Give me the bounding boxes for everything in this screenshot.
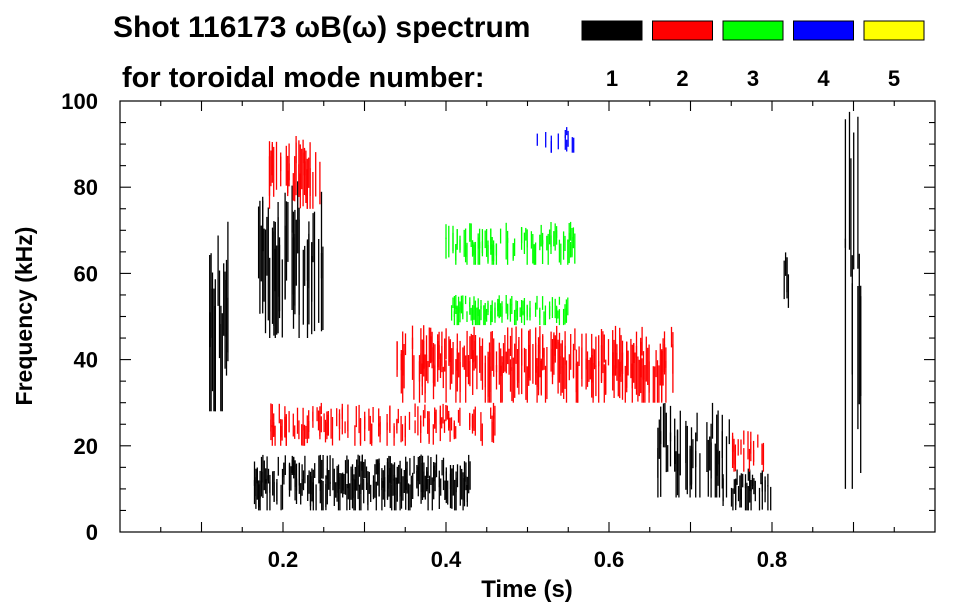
legend-swatch-mode-2 xyxy=(652,20,713,41)
series-mode-1 xyxy=(844,111,862,489)
series-mode-1 xyxy=(209,221,229,412)
y-tick-label: 40 xyxy=(74,348,98,373)
y-tick-label: 80 xyxy=(74,175,98,200)
legend-label-mode-4: 4 xyxy=(817,66,830,91)
legend-swatch-mode-3 xyxy=(722,20,784,41)
x-tick-label: 0.2 xyxy=(268,547,299,572)
series-mode-3 xyxy=(445,221,576,265)
chart-title-line1: Shot 116173 ωB(ω) spectrum xyxy=(113,11,530,44)
y-axis-label: Frequency (kHz) xyxy=(11,227,37,406)
legend-swatch-mode-5 xyxy=(863,20,925,41)
y-tick-label: 100 xyxy=(61,89,98,114)
y-tick-label: 0 xyxy=(86,520,98,545)
series-mode-1 xyxy=(657,402,730,498)
series-mode-1 xyxy=(253,454,471,511)
series-mode-1 xyxy=(783,252,790,308)
series-mode-2 xyxy=(270,402,496,446)
chart-title-line2: for toroidal mode number: xyxy=(122,62,485,94)
x-tick-label: 0.8 xyxy=(757,547,788,572)
y-tick-label: 20 xyxy=(74,434,98,459)
legend-label-mode-5: 5 xyxy=(888,66,900,91)
spectrum-data xyxy=(209,111,862,511)
legend-label-mode-1: 1 xyxy=(606,66,618,91)
axes: 0.2 0.4 0.6 0.8 0 20 40 60 80 100 xyxy=(61,89,935,572)
series-mode-3 xyxy=(450,295,569,326)
legend-swatch-mode-4 xyxy=(793,20,854,41)
x-tick-label: 0.4 xyxy=(431,547,462,572)
series-mode-2 xyxy=(268,136,321,209)
legend: 1 2 3 4 5 xyxy=(581,20,925,91)
y-tick-label: 60 xyxy=(74,261,98,286)
series-mode-2 xyxy=(396,325,674,403)
series-mode-1 xyxy=(257,181,324,338)
x-tick-label: 0.6 xyxy=(594,547,625,572)
series-mode-1 xyxy=(722,468,772,511)
x-axis-label: Time (s) xyxy=(481,576,573,603)
legend-swatch-mode-1 xyxy=(581,20,643,41)
series-mode-4 xyxy=(536,127,575,153)
legend-label-mode-3: 3 xyxy=(747,66,759,91)
legend-label-mode-2: 2 xyxy=(676,66,688,91)
series-mode-2 xyxy=(731,430,765,472)
